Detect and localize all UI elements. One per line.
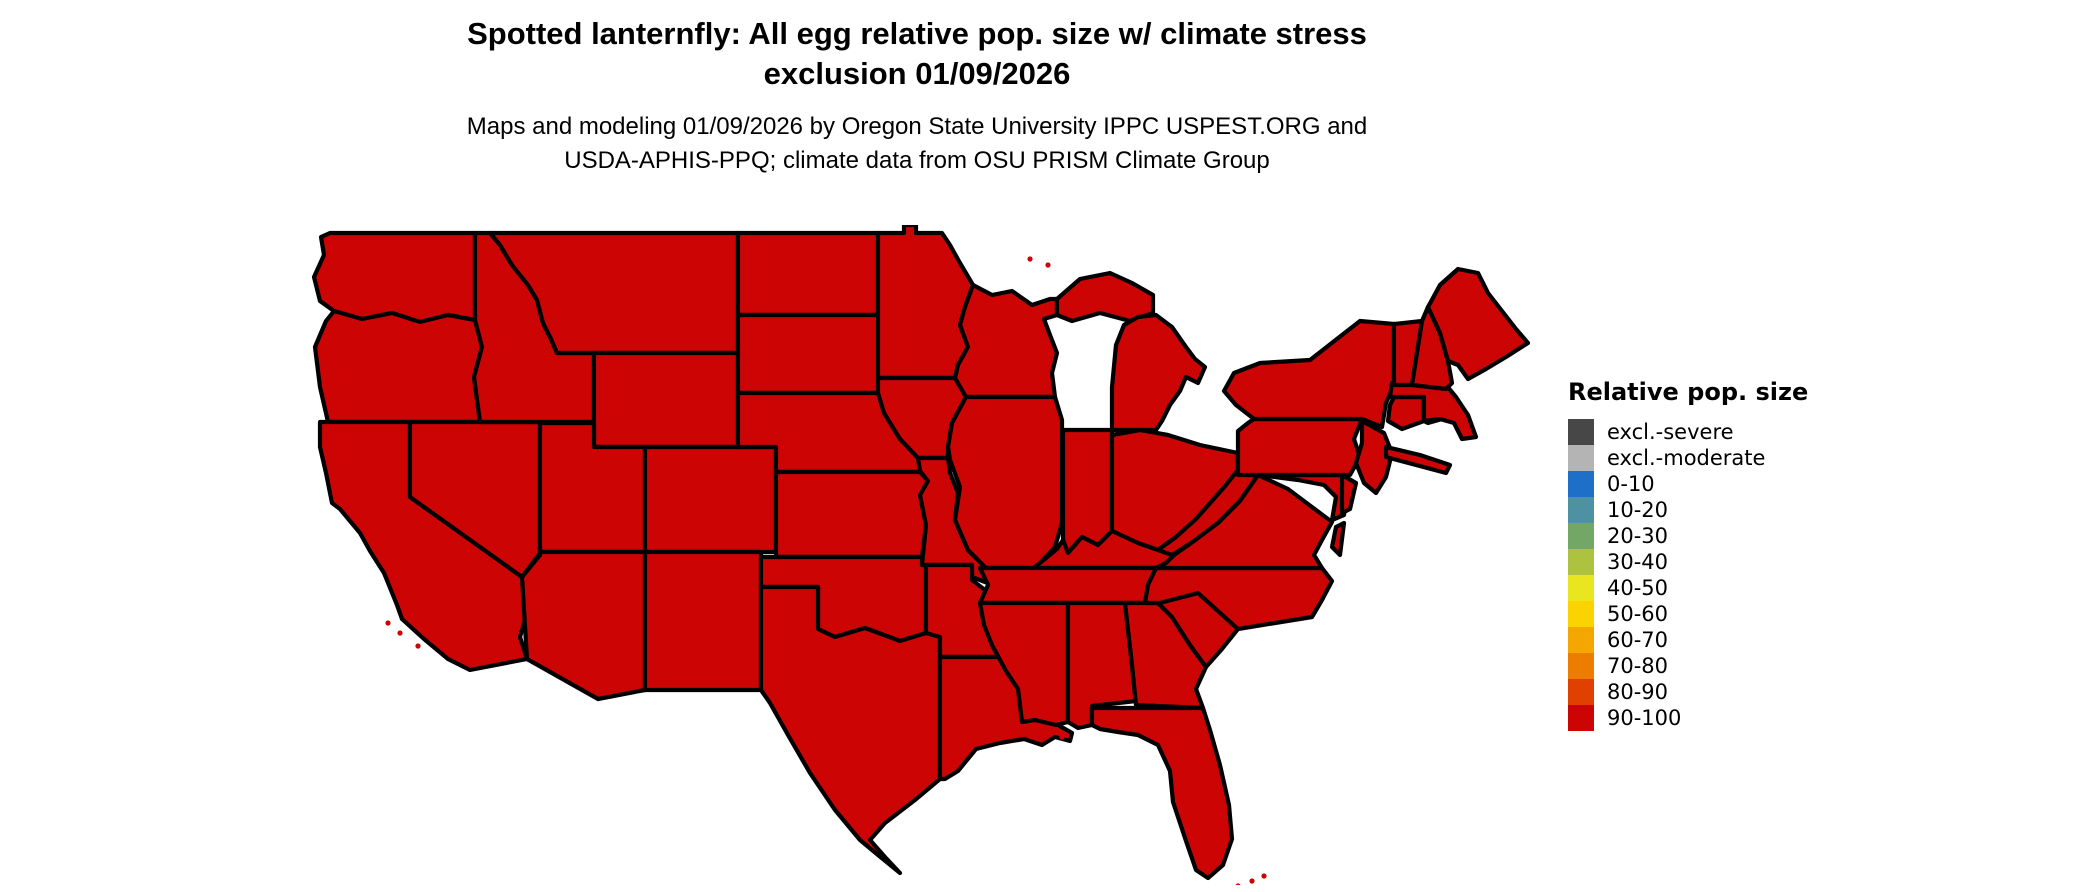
legend-row: 40-50 <box>1568 575 1808 601</box>
legend-row: 20-30 <box>1568 523 1808 549</box>
figure-title-line1: Spotted lanternfly: All egg relative pop… <box>467 16 1367 51</box>
state-shape <box>1153 472 1335 571</box>
legend-row: 60-70 <box>1568 627 1808 653</box>
state-shape <box>1353 418 1395 496</box>
legend-row: 80-90 <box>1568 679 1808 705</box>
legend-row: 70-80 <box>1568 653 1808 679</box>
state-shape <box>1221 318 1397 430</box>
legend-swatch-icon <box>1568 549 1594 575</box>
island-dot <box>1261 873 1267 879</box>
figure-subtitle-line1: Maps and modeling 01/09/2026 by Oregon S… <box>466 113 1368 140</box>
legend-swatch-icon <box>1568 705 1594 731</box>
state-shape <box>735 312 888 396</box>
legend-label: excl.-moderate <box>1607 446 1766 470</box>
legend-label: 10-20 <box>1607 498 1669 522</box>
island-dot <box>397 630 403 636</box>
legend-label: 20-30 <box>1607 524 1669 548</box>
legend-swatch-icon <box>1568 653 1594 679</box>
state-shape <box>1060 427 1115 556</box>
legend-swatch-icon <box>1568 575 1594 601</box>
state-shape <box>1385 394 1427 432</box>
legend-swatch-icon <box>1568 679 1594 705</box>
state-shape <box>312 308 485 425</box>
state-shape <box>875 222 976 381</box>
legend-label: 90-100 <box>1607 706 1682 730</box>
legend-swatch-icon <box>1568 497 1594 523</box>
state-shape <box>591 350 741 450</box>
us-map-container <box>300 222 1540 889</box>
legend-swatch-icon <box>1568 523 1594 549</box>
legend-swatch-icon <box>1568 601 1594 627</box>
state-shape <box>519 549 648 702</box>
state-shape <box>642 444 779 555</box>
figure-title-line2: exclusion 01/09/2026 <box>763 56 1071 91</box>
state-shape <box>1329 520 1347 558</box>
state-shape <box>1383 444 1453 476</box>
legend-row: 0-10 <box>1568 471 1808 497</box>
island-dot <box>1249 878 1255 884</box>
state-shape <box>642 549 764 693</box>
island-dot <box>385 620 391 626</box>
legend-swatch-icon <box>1568 419 1594 445</box>
legend-row: excl.-moderate <box>1568 445 1808 471</box>
legend-label: 60-70 <box>1607 628 1669 652</box>
state-shape <box>977 565 1159 606</box>
island-dot <box>1059 734 1065 740</box>
state-shape <box>1235 416 1365 478</box>
figure-subtitle: Maps and modeling 01/09/2026 by Oregon S… <box>302 110 1532 178</box>
state-shape <box>952 282 1060 400</box>
state-shape <box>1339 472 1359 516</box>
legend-label: 70-80 <box>1607 654 1669 678</box>
legend-swatch-icon <box>1568 627 1594 653</box>
legend-label: 0-10 <box>1607 472 1655 496</box>
legend-label: 30-40 <box>1607 550 1669 574</box>
state-shape <box>1054 270 1156 324</box>
state-shape <box>758 584 943 876</box>
state-shape <box>1425 266 1531 382</box>
legend-label: excl.-severe <box>1607 420 1734 444</box>
legend-row: 50-60 <box>1568 601 1808 627</box>
state-shape <box>735 230 881 318</box>
island-dot <box>1235 883 1241 889</box>
state-shape <box>1089 705 1235 881</box>
legend-label: 80-90 <box>1607 680 1669 704</box>
map-legend: Relative pop. size excl.-severe excl.-mod… <box>1568 378 1808 731</box>
legend-title: Relative pop. size <box>1568 378 1809 406</box>
island-dot <box>1045 262 1051 268</box>
legend-row: excl.-severe <box>1568 419 1808 445</box>
legend-row: 90-100 <box>1568 705 1808 731</box>
us-map <box>311 222 1531 889</box>
state-shape <box>773 469 931 560</box>
legend-row: 10-20 <box>1568 497 1808 523</box>
state-shape <box>1109 312 1208 433</box>
island-dot <box>1027 256 1033 262</box>
island-dot <box>415 643 421 649</box>
state-shape <box>1142 565 1335 632</box>
figure-subtitle-line2: USDA-APHIS-PPQ; climate data from OSU PR… <box>564 147 1270 174</box>
legend-label: 50-60 <box>1607 602 1669 626</box>
state-shape <box>311 230 478 325</box>
legend-label: 40-50 <box>1607 576 1669 600</box>
legend-swatch-icon <box>1568 445 1594 471</box>
legend-row: 30-40 <box>1568 549 1808 575</box>
legend-items: excl.-severe excl.-moderate 0-10 10-20 20-30… <box>1568 419 1808 731</box>
figure-header: Spotted lanternfly: All egg relative pop… <box>302 14 1532 178</box>
legend-swatch-icon <box>1568 471 1594 497</box>
